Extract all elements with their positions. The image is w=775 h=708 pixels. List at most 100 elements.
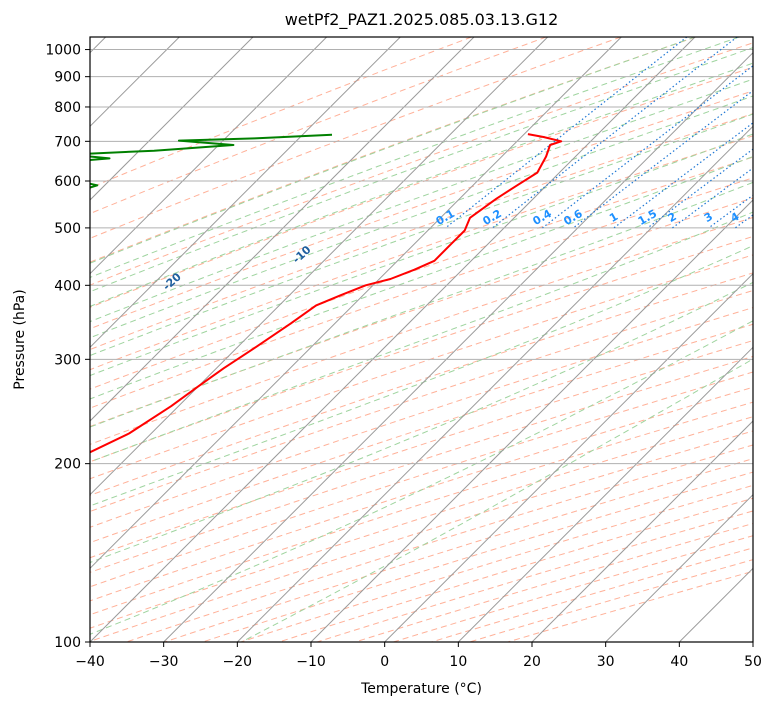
dry-adiabat bbox=[90, 289, 753, 512]
moist-adiabat bbox=[90, 47, 753, 293]
x-tick-label: 50 bbox=[744, 654, 762, 670]
dry-adiabat bbox=[90, 272, 753, 496]
y-tick-label: 800 bbox=[54, 100, 81, 116]
x-axis-label: Temperature (°C) bbox=[360, 681, 482, 697]
isotherm bbox=[384, 272, 753, 642]
dry-adiabat bbox=[90, 42, 753, 286]
mixing-ratio-label: 3 bbox=[702, 210, 715, 225]
mixing-ratio-label: 6 bbox=[767, 210, 775, 225]
moist-adiabat bbox=[90, 37, 740, 279]
dry-adiabat bbox=[90, 113, 753, 351]
isotherm bbox=[90, 37, 328, 275]
x-tick-label: 30 bbox=[597, 654, 615, 670]
mixing-ratio-label: 0.4 bbox=[531, 207, 555, 228]
dry-adiabat bbox=[90, 371, 753, 588]
isotherm bbox=[90, 37, 401, 349]
moist-adiabat bbox=[90, 245, 753, 507]
moist-adiabat bbox=[90, 37, 696, 264]
isotherm bbox=[605, 493, 753, 642]
y-axis-label: Pressure (hPa) bbox=[12, 289, 28, 389]
dry-adiabat bbox=[90, 340, 753, 559]
mixing-ratio-line bbox=[708, 194, 753, 229]
y-tick-label: 200 bbox=[54, 457, 81, 473]
dry-adiabat bbox=[90, 323, 753, 544]
y-tick-label: 400 bbox=[54, 278, 81, 294]
profile-lines bbox=[90, 133, 563, 454]
dry-adiabat bbox=[90, 156, 753, 390]
dry-adiabat bbox=[90, 401, 753, 616]
moist-adiabat bbox=[90, 320, 753, 635]
mixing-ratio-label: 0.2 bbox=[481, 207, 504, 228]
dry-adiabat bbox=[90, 355, 753, 573]
x-tick-label: −30 bbox=[149, 654, 179, 670]
contour-labels: 0.10.20.40.611.52346810131620253036-100-… bbox=[27, 207, 775, 323]
x-tick-label: −10 bbox=[296, 654, 326, 670]
dry-adiabat bbox=[90, 37, 696, 263]
y-tick-label: 300 bbox=[54, 352, 81, 368]
dry-adiabat bbox=[90, 37, 547, 215]
isotherm bbox=[90, 37, 475, 422]
dry-adiabat bbox=[90, 254, 753, 480]
moist-adiabat bbox=[90, 156, 753, 400]
isotherms bbox=[90, 37, 753, 642]
dry-adiabat bbox=[355, 522, 753, 642]
dry-adiabat bbox=[90, 386, 753, 602]
x-tick-label: −20 bbox=[223, 654, 253, 670]
mixing-ratio-label: 1 bbox=[607, 210, 620, 225]
x-tick-label: 40 bbox=[670, 654, 688, 670]
dry-adiabat bbox=[90, 235, 753, 463]
isotherm bbox=[310, 199, 753, 642]
dry-adiabat bbox=[393, 535, 753, 642]
isotherm bbox=[90, 37, 622, 570]
mixing-ratio-lines bbox=[445, 37, 753, 229]
isobars bbox=[90, 49, 753, 642]
x-tick-label: −40 bbox=[75, 654, 105, 670]
x-tick-label: 10 bbox=[449, 654, 467, 670]
mixing-ratio-line bbox=[734, 214, 753, 229]
dry-adiabat bbox=[316, 510, 753, 642]
moist-adiabat bbox=[90, 181, 753, 428]
dry-adiabat bbox=[90, 416, 753, 629]
dry-adiabats bbox=[90, 37, 753, 642]
isotherm bbox=[90, 37, 696, 642]
mixing-ratio-line bbox=[492, 37, 738, 229]
isotherm bbox=[236, 125, 753, 642]
chart-title: wetPf2_PAZ1.2025.085.03.13.G12 bbox=[285, 10, 559, 30]
y-tick-label: 600 bbox=[54, 174, 81, 190]
moist-adiabat bbox=[241, 358, 753, 642]
isotherm bbox=[90, 37, 254, 201]
plot-area: 0.10.20.40.611.52346810131620253036-100-… bbox=[27, 37, 775, 642]
dry-adiabat bbox=[90, 66, 753, 308]
x-tick-label: 20 bbox=[523, 654, 541, 670]
dry-adiabat bbox=[90, 177, 753, 409]
moist-adiabat bbox=[90, 211, 753, 463]
isotherm bbox=[531, 420, 753, 642]
mixing-ratio-line bbox=[542, 65, 753, 229]
y-tick-label: 500 bbox=[54, 221, 81, 237]
mixing-ratio-line bbox=[672, 167, 753, 229]
moist-adiabats bbox=[90, 37, 753, 642]
mixing-ratio-label: 0.1 bbox=[434, 207, 457, 228]
dry-adiabat bbox=[90, 307, 753, 528]
dry-adiabat bbox=[90, 37, 622, 239]
dry-adiabat bbox=[90, 90, 753, 330]
dry-adiabat bbox=[164, 458, 753, 642]
dry-adiabat-label: -10 bbox=[290, 243, 314, 266]
dry-adiabat bbox=[202, 471, 753, 642]
plot-frame bbox=[89, 36, 754, 643]
moist-adiabat bbox=[90, 281, 753, 564]
dry-adiabat bbox=[90, 197, 753, 428]
dry-adiabat bbox=[90, 135, 753, 371]
y-tick-label: 100 bbox=[54, 635, 81, 651]
moist-adiabat bbox=[90, 62, 753, 307]
dry-adiabat bbox=[126, 444, 753, 642]
x-axis-ticks: −40 −30 −20 −10 0 10 20 30 40 50 bbox=[75, 642, 762, 670]
dry-adiabat bbox=[90, 430, 753, 642]
dry-adiabat bbox=[240, 484, 753, 642]
isotherm bbox=[752, 641, 753, 642]
moist-adiabat bbox=[90, 95, 753, 339]
y-tick-label: 1000 bbox=[45, 43, 81, 59]
dry-adiabat-label: -30 bbox=[27, 300, 51, 323]
x-tick-label: 0 bbox=[380, 654, 389, 670]
